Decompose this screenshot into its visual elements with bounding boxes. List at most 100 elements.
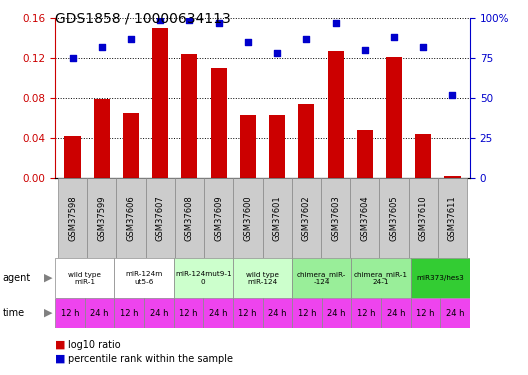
Text: 24 h: 24 h xyxy=(268,309,287,318)
Bar xyxy=(203,298,233,328)
Text: GSM37607: GSM37607 xyxy=(156,195,165,241)
Text: ▶: ▶ xyxy=(44,273,52,283)
Text: 24 h: 24 h xyxy=(446,309,465,318)
Text: 12 h: 12 h xyxy=(298,309,316,318)
Text: log10 ratio: log10 ratio xyxy=(68,340,121,350)
Bar xyxy=(380,178,409,258)
Text: GSM37600: GSM37600 xyxy=(243,195,252,241)
Bar xyxy=(445,176,460,178)
Bar xyxy=(386,57,402,178)
Text: GSM37609: GSM37609 xyxy=(214,195,223,241)
Bar xyxy=(322,298,352,328)
Bar xyxy=(174,298,203,328)
Text: GSM37605: GSM37605 xyxy=(390,195,399,241)
Text: GSM37602: GSM37602 xyxy=(302,195,311,241)
Bar xyxy=(114,258,174,298)
Text: GSM37599: GSM37599 xyxy=(97,195,106,241)
Text: 24 h: 24 h xyxy=(149,309,168,318)
Bar xyxy=(174,258,233,298)
Text: agent: agent xyxy=(3,273,31,283)
Point xyxy=(68,55,77,61)
Bar xyxy=(144,298,174,328)
Bar xyxy=(233,258,292,298)
Bar xyxy=(411,258,470,298)
Text: chimera_miR-
-124: chimera_miR- -124 xyxy=(297,271,346,285)
Text: chimera_miR-1
24-1: chimera_miR-1 24-1 xyxy=(354,271,408,285)
Text: 12 h: 12 h xyxy=(179,309,197,318)
Bar xyxy=(123,113,139,178)
Bar xyxy=(411,298,440,328)
Text: time: time xyxy=(3,308,25,318)
Text: 12 h: 12 h xyxy=(239,309,257,318)
Bar xyxy=(327,51,344,178)
Bar xyxy=(233,298,262,328)
Bar xyxy=(240,115,256,178)
Bar xyxy=(292,258,352,298)
Text: wild type
miR-1: wild type miR-1 xyxy=(68,272,101,285)
Point xyxy=(273,50,281,56)
Text: 12 h: 12 h xyxy=(416,309,435,318)
Bar xyxy=(381,298,411,328)
Text: GSM37606: GSM37606 xyxy=(127,195,136,241)
Bar xyxy=(269,115,285,178)
Bar xyxy=(233,178,262,258)
Text: 12 h: 12 h xyxy=(357,309,375,318)
Text: ▶: ▶ xyxy=(44,308,52,318)
Point xyxy=(243,39,252,45)
Bar xyxy=(292,178,321,258)
Text: GSM37608: GSM37608 xyxy=(185,195,194,241)
Bar xyxy=(211,68,227,178)
Bar xyxy=(94,99,110,178)
Bar xyxy=(292,298,322,328)
Text: GSM37611: GSM37611 xyxy=(448,195,457,241)
Bar xyxy=(204,178,233,258)
Point xyxy=(302,36,310,42)
Point xyxy=(185,16,194,22)
Text: wild type
miR-124: wild type miR-124 xyxy=(246,272,279,285)
Text: 24 h: 24 h xyxy=(386,309,405,318)
Bar xyxy=(55,298,84,328)
Point xyxy=(390,34,398,40)
Bar xyxy=(116,178,146,258)
Bar xyxy=(440,298,470,328)
Text: 24 h: 24 h xyxy=(90,309,109,318)
Point xyxy=(98,44,106,50)
Bar xyxy=(84,298,114,328)
Bar xyxy=(298,104,314,178)
Bar xyxy=(87,178,116,258)
Bar xyxy=(438,178,467,258)
Bar xyxy=(352,298,381,328)
Text: miR373/hes3: miR373/hes3 xyxy=(417,275,464,281)
Text: GSM37601: GSM37601 xyxy=(272,195,281,241)
Bar xyxy=(321,178,350,258)
Text: percentile rank within the sample: percentile rank within the sample xyxy=(68,354,233,364)
Text: GSM37598: GSM37598 xyxy=(68,195,77,241)
Point xyxy=(156,16,164,22)
Point xyxy=(448,92,457,98)
Bar xyxy=(415,134,431,178)
Bar xyxy=(350,178,380,258)
Text: 24 h: 24 h xyxy=(327,309,346,318)
Bar xyxy=(182,54,197,178)
Bar xyxy=(262,298,292,328)
Text: GSM37604: GSM37604 xyxy=(360,195,369,241)
Text: 12 h: 12 h xyxy=(120,309,138,318)
Text: 24 h: 24 h xyxy=(209,309,227,318)
Point xyxy=(361,47,369,53)
Bar xyxy=(146,178,175,258)
Point xyxy=(332,20,340,26)
Text: ■: ■ xyxy=(55,340,65,350)
Point xyxy=(419,44,428,50)
Text: GDS1858 / 10000634113: GDS1858 / 10000634113 xyxy=(55,12,231,26)
Bar xyxy=(352,258,411,298)
Bar xyxy=(55,258,114,298)
Bar xyxy=(114,298,144,328)
Text: 12 h: 12 h xyxy=(61,309,79,318)
Text: GSM37603: GSM37603 xyxy=(331,195,340,241)
Point xyxy=(127,36,135,42)
Text: GSM37610: GSM37610 xyxy=(419,195,428,241)
Bar xyxy=(262,178,292,258)
Bar xyxy=(58,178,87,258)
Bar xyxy=(409,178,438,258)
Text: miR-124m
ut5-6: miR-124m ut5-6 xyxy=(125,272,163,285)
